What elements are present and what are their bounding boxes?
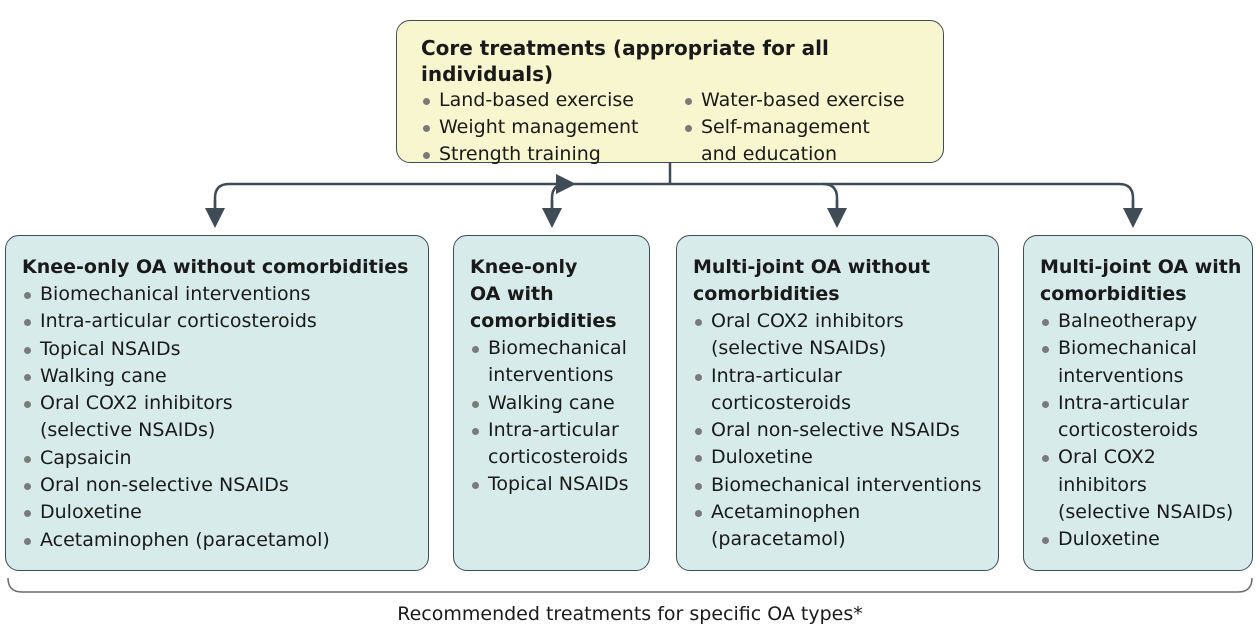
list-item: Acetaminophen (paracetamol) [22, 527, 428, 554]
list-item: Intra-articular [693, 363, 998, 390]
box-title: Multi-joint OA without comorbidities [693, 254, 998, 308]
list-item: Balneotherapy [1040, 308, 1252, 335]
box-title-line: Knee-only OA without comorbidities [22, 256, 409, 278]
list-item: Strength training [421, 141, 683, 168]
core-treatments-title: Core treatments (appropriate for all ind… [421, 36, 829, 86]
arrow-to-box-3 [822, 182, 839, 218]
box-title-line: Multi-joint OA with [1040, 256, 1242, 278]
list-item-continuation: (selective NSAIDs) [1058, 501, 1234, 524]
core-treatments-list-left: Land-based exercise Weight management St… [421, 87, 683, 168]
list-item: Capsaicin [22, 445, 428, 472]
branch-line [213, 182, 1135, 218]
list-item-continuation: (selective NSAIDs) [711, 337, 887, 360]
list-item: Oral non-selective NSAIDs [22, 472, 428, 499]
list-item-continuation: interventions [1058, 364, 1184, 387]
list-item: Intra-articular [470, 417, 649, 444]
treatment-list: Balneotherapy Biomechanical intervention… [1040, 308, 1252, 554]
list-item-continuation: (paracetamol) [711, 528, 846, 551]
knee-only-with-comorbidities-box: Knee-only OA with comorbidities Biomecha… [453, 235, 650, 571]
list-item: Biomechanical [1040, 335, 1252, 362]
list-item: Biomechanical interventions [693, 472, 998, 499]
list-item-continuation: corticosteroids [488, 446, 628, 469]
list-item: Duloxetine [22, 499, 428, 526]
box-title-line: OA with [470, 283, 554, 305]
treatment-list: Oral COX2 inhibitors (selective NSAIDs) … [693, 308, 998, 554]
treatment-list: Biomechanical interventions Walking cane… [470, 335, 649, 499]
list-item-continuation: corticosteroids [711, 391, 851, 414]
list-item: Biomechanical [470, 335, 649, 362]
treatment-list: Biomechanical interventions Intra-articu… [22, 281, 428, 554]
list-item-continuation: (selective NSAIDs) [40, 419, 216, 442]
list-item: Acetaminophen [693, 499, 998, 526]
list-item-continuation: corticosteroids [1058, 419, 1198, 442]
box-title: Knee-only OA without comorbidities [22, 254, 428, 281]
list-item: Topical NSAIDs [470, 471, 649, 498]
list-item: Water-based exercise [683, 87, 905, 114]
list-item: Duloxetine [1040, 526, 1252, 553]
list-item: Duloxetine [693, 444, 998, 471]
list-item: Self-management [683, 114, 905, 141]
list-item-continuation: inhibitors [1058, 473, 1147, 496]
knee-only-without-comorbidities-box: Knee-only OA without comorbidities Biome… [5, 235, 429, 571]
footer-caption: Recommended treatments for specific OA t… [397, 603, 863, 625]
list-item: Biomechanical interventions [22, 281, 428, 308]
list-item: Oral non-selective NSAIDs [693, 417, 998, 444]
arrow-to-box-2 [550, 174, 576, 218]
list-item: Land-based exercise [421, 87, 683, 114]
box-title-line: comorbidities [470, 310, 617, 332]
multi-joint-without-comorbidities-box: Multi-joint OA without comorbidities Ora… [676, 235, 999, 571]
box-title-line: comorbidities [1040, 283, 1187, 305]
core-treatments-box: Core treatments (appropriate for all ind… [396, 20, 944, 165]
box-title-line: Knee-only [470, 256, 578, 278]
box-title-line: comorbidities [693, 283, 840, 305]
box-title: Multi-joint OA with comorbidities [1040, 254, 1252, 308]
list-item: Oral COX2 inhibitors [693, 308, 998, 335]
multi-joint-with-comorbidities-box: Multi-joint OA with comorbidities Balneo… [1023, 235, 1253, 571]
list-item-continuation: and education [701, 143, 838, 165]
core-treatments-list-right: Water-based exercise Self-management and… [683, 87, 905, 168]
list-item: Topical NSAIDs [22, 336, 428, 363]
list-item: Weight management [421, 114, 683, 141]
list-item: Oral COX2 [1040, 444, 1252, 471]
list-item: Oral COX2 inhibitors [22, 390, 428, 417]
list-item: Intra-articular [1040, 390, 1252, 417]
list-item: Intra-articular corticosteroids [22, 308, 428, 335]
list-item: Walking cane [470, 390, 649, 417]
bottom-brace [7, 577, 1253, 593]
box-title-line: Multi-joint OA without [693, 256, 931, 278]
list-item: Walking cane [22, 363, 428, 390]
box-title: Knee-only OA with comorbidities [470, 254, 649, 335]
list-item-continuation: interventions [488, 364, 614, 387]
